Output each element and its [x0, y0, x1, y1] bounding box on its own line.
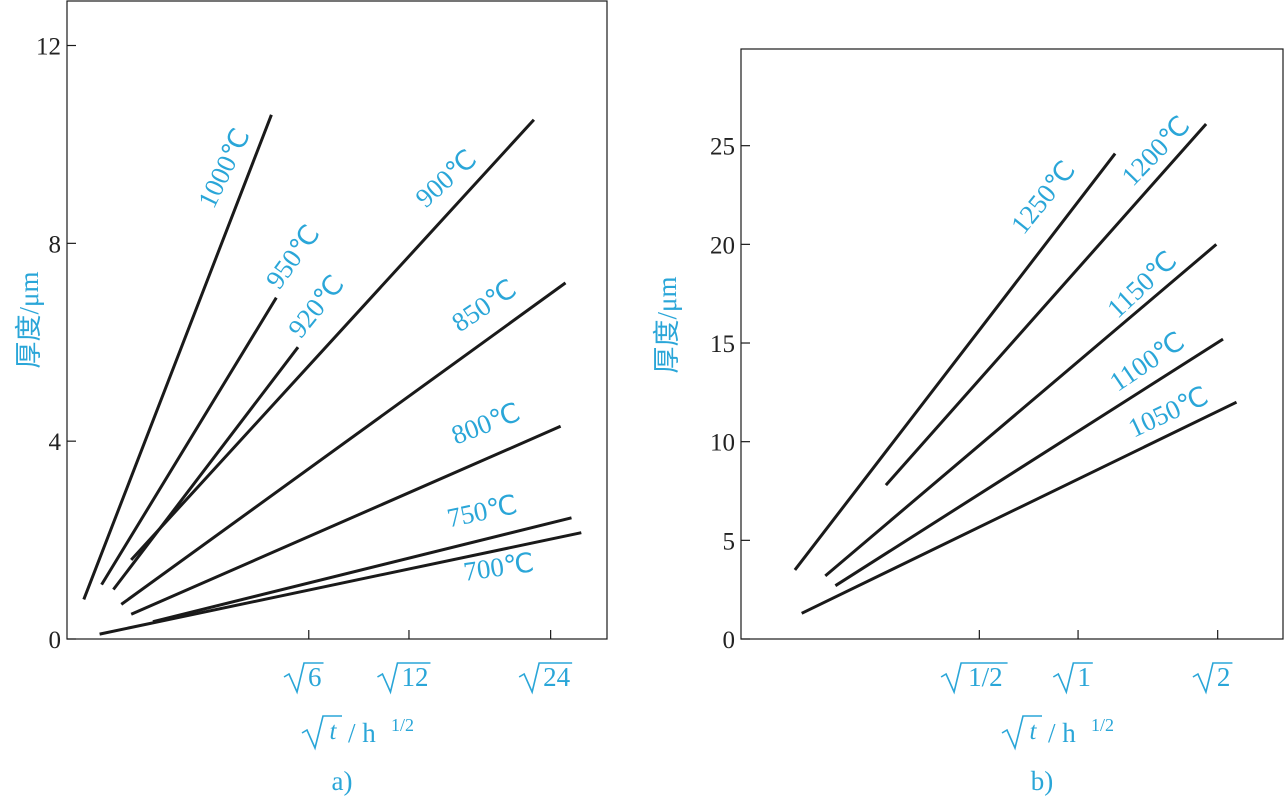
y-tick-label: 5 — [723, 528, 736, 555]
x-tick-label: 1/2 — [941, 662, 1008, 692]
x-tick-radicand: 12 — [401, 662, 428, 692]
series-label: 1000℃ — [192, 124, 256, 213]
series-line — [100, 533, 582, 634]
series-label: 1250℃ — [1005, 155, 1081, 239]
x-tick-radicand: 6 — [308, 662, 322, 692]
y-tick-label: 4 — [49, 429, 62, 456]
panel-a: 04812612241000℃950℃920℃900℃850℃800℃750℃7… — [14, 1, 607, 796]
x-tick-radicand: 2 — [1217, 662, 1231, 692]
y-axis-label: 厚度/μm — [652, 277, 682, 374]
y-tick-label: 10 — [710, 430, 735, 457]
series-label: 750℃ — [444, 489, 520, 533]
x-axis-radicand: t — [330, 718, 338, 745]
panel-b: 05101520251/2121250℃1200℃1150℃1100℃1050℃… — [652, 49, 1283, 796]
series-label: 700℃ — [462, 547, 536, 587]
panel-caption: b) — [1031, 766, 1054, 796]
x-tick-radicand: 1 — [1077, 662, 1091, 692]
series-line — [795, 154, 1115, 570]
x-axis-unit: / h — [348, 718, 376, 748]
y-tick-label: 8 — [49, 231, 62, 258]
x-tick-label: 6 — [284, 662, 324, 692]
x-axis-exponent: 1/2 — [391, 715, 414, 735]
x-tick-label: 24 — [519, 662, 572, 692]
y-axis-label: 厚度/μm — [14, 272, 44, 369]
series-line — [102, 298, 277, 585]
series-line — [802, 402, 1237, 613]
x-axis-unit: / h — [1048, 718, 1076, 748]
x-tick-radicand: 24 — [543, 662, 571, 692]
series-line — [84, 115, 272, 600]
panel-caption: a) — [332, 766, 353, 796]
x-tick-label: 12 — [377, 662, 430, 692]
y-tick-label: 25 — [710, 134, 735, 161]
y-tick-label: 12 — [36, 34, 61, 61]
y-tick-label: 15 — [710, 331, 735, 358]
y-tick-label: 0 — [723, 627, 736, 654]
x-axis-radicand: t — [1030, 718, 1038, 745]
y-tick-label: 20 — [710, 232, 735, 259]
x-axis-label: t / h 1/2 — [302, 715, 414, 748]
x-tick-label: 1 — [1053, 662, 1093, 692]
y-tick-label: 0 — [49, 627, 62, 654]
series-label: 800℃ — [447, 397, 524, 450]
x-tick-radicand: 1/2 — [968, 662, 1003, 692]
x-axis-exponent: 1/2 — [1091, 715, 1114, 735]
x-axis-label: t / h 1/2 — [1002, 715, 1114, 748]
series-line — [835, 339, 1223, 586]
series-line — [131, 120, 534, 560]
x-tick-label: 2 — [1193, 662, 1233, 692]
series-label: 900℃ — [410, 143, 483, 213]
series-label: 850℃ — [446, 273, 521, 337]
